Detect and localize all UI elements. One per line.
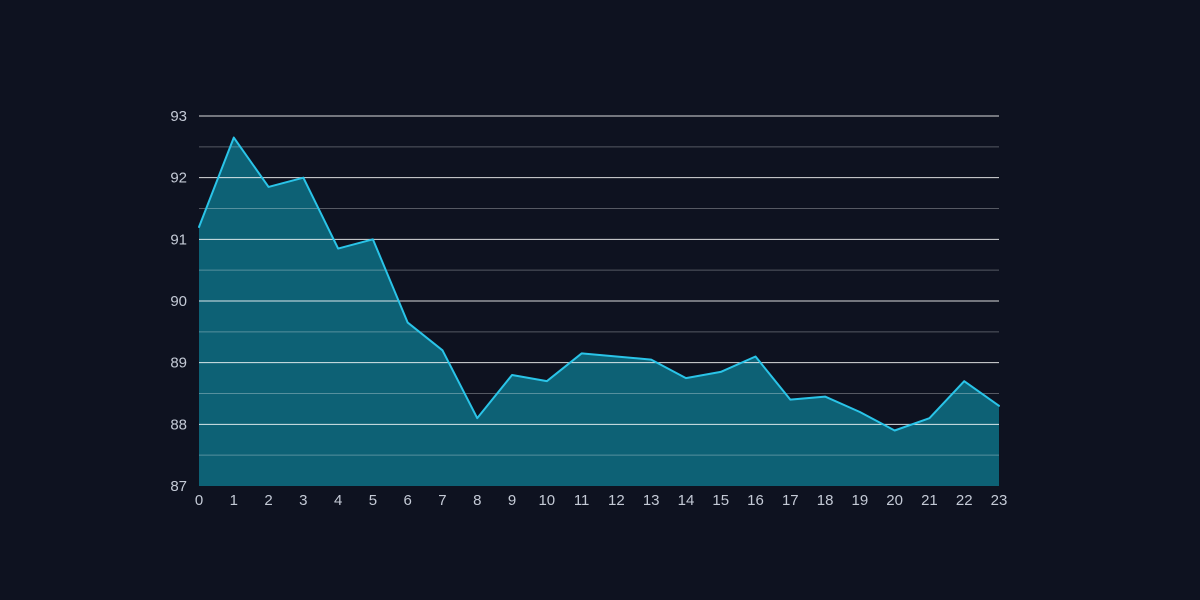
x-tick-label: 10	[538, 492, 555, 509]
area-fill-layer	[199, 137, 999, 487]
x-tick-label: 17	[782, 492, 799, 509]
series-line	[198, 136, 1000, 432]
x-tick-label: 7	[438, 492, 446, 509]
x-tick-label: 14	[678, 492, 695, 509]
y-tick-label: 93	[170, 108, 187, 125]
x-tick-label: 11	[574, 492, 590, 509]
y-tick-label: 87	[170, 478, 187, 495]
x-tick-label: 21	[921, 492, 938, 509]
x-tick-label: 22	[956, 492, 973, 509]
series-area-fill	[199, 137, 999, 487]
x-tick-label: 15	[712, 492, 729, 509]
y-tick-label: 90	[170, 293, 187, 310]
y-tick-label: 91	[170, 231, 187, 248]
x-tick-label: 3	[299, 492, 307, 509]
series-line-layer	[198, 136, 1000, 432]
x-tick-label: 5	[369, 492, 377, 509]
x-tick-label: 1	[230, 492, 238, 509]
x-tick-label: 20	[886, 492, 903, 509]
x-tick-label: 12	[608, 492, 625, 509]
y-axis-tick-labels: 87 88 89 90 91 92 93	[170, 108, 187, 495]
x-tick-label: 9	[508, 492, 516, 509]
x-tick-label: 2	[264, 492, 272, 509]
x-tick-label: 23	[991, 492, 1008, 509]
x-tick-label: 0	[195, 492, 203, 509]
x-tick-label: 8	[473, 492, 481, 509]
y-tick-label: 88	[170, 416, 187, 433]
x-tick-label: 19	[852, 492, 869, 509]
gridline-layer	[199, 115, 999, 456]
x-tick-label: 13	[643, 492, 660, 509]
y-tick-label: 92	[170, 170, 187, 187]
x-axis-tick-labels: 0 1 2 3 4 5 6 7 8 9 10 11 12 13 14 15 16 17 18 19 20 21 22 23	[195, 492, 1008, 509]
x-tick-label: 4	[334, 492, 342, 509]
x-tick-label: 16	[747, 492, 764, 509]
x-tick-label: 6	[404, 492, 412, 509]
x-tick-label: 18	[817, 492, 834, 509]
y-tick-label: 89	[170, 355, 187, 372]
